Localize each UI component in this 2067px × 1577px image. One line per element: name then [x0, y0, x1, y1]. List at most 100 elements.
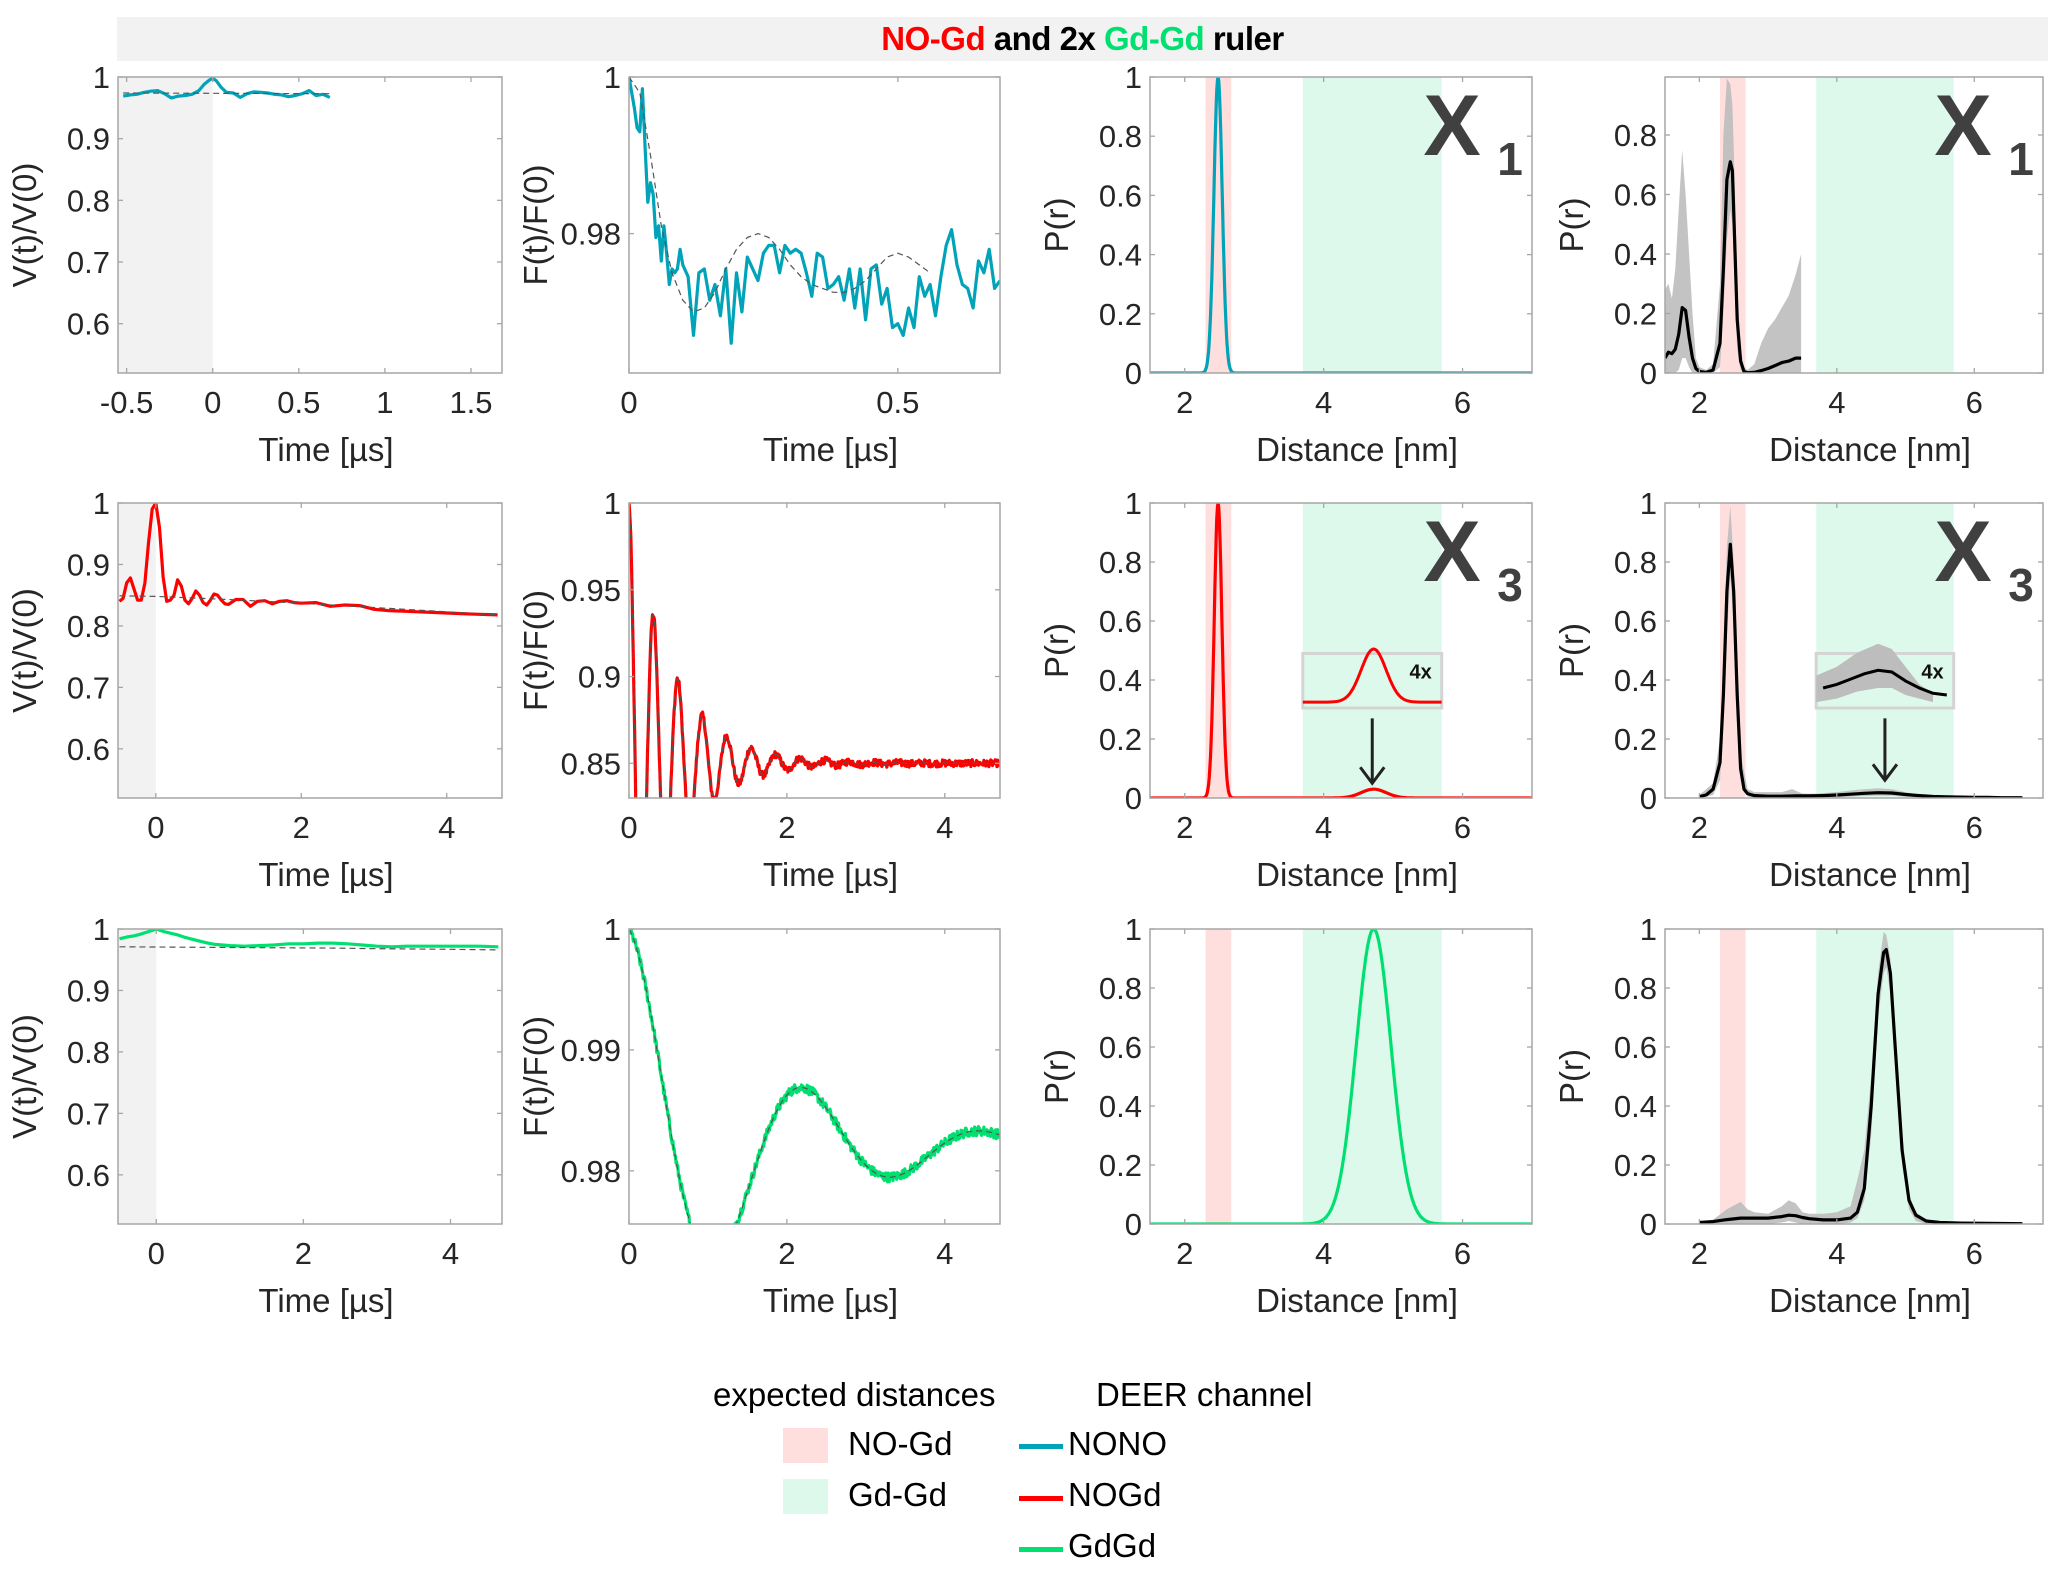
legend-header-channel: DEER channel: [1096, 1376, 1313, 1413]
x-tick-label: 2: [295, 1236, 312, 1271]
axes-box: [1664, 502, 2044, 799]
title-part-no-gd: NO-Gd: [881, 20, 986, 57]
legend-label-nogd: NOGd: [1068, 1476, 1162, 1513]
series-background: [123, 92, 330, 95]
x-tick-label: 2: [293, 810, 310, 845]
title-part-and: and 2x: [985, 20, 1104, 57]
y-tick-label: 0.2: [1099, 297, 1142, 332]
x-axis-label: Time [µs]: [258, 856, 393, 893]
y-tick-label: 0.6: [1099, 1030, 1142, 1065]
x-axis-label: Time [µs]: [763, 1282, 898, 1319]
plot-area: [118, 503, 498, 798]
y-axis-label: P(r): [1038, 1049, 1075, 1104]
inset-curve: [1302, 647, 1442, 704]
multiplicity-subscript: 3: [1497, 559, 1523, 611]
plot-area: 4x: [1150, 503, 1532, 798]
y-tick-label: 0.2: [1614, 722, 1657, 757]
y-tick-label: 0.98: [561, 217, 621, 252]
y-tick-label: 0.2: [1099, 1148, 1142, 1183]
y-tick-label: 0.4: [1099, 238, 1142, 273]
chart-panel-r3c3: 2 4 6 0 0.2 0.4 0.6 0.8 1 Distance [nm] P(r): [1038, 912, 1533, 1319]
y-tick-label: 0: [1125, 781, 1142, 816]
series-gdgd: [629, 929, 1000, 1224]
x-tick-label: 0: [620, 810, 637, 845]
y-tick-label: 0.6: [67, 732, 110, 767]
axes-box: [1149, 928, 1533, 1225]
y-axis-label: V(t)/V(0): [6, 588, 43, 713]
axes-box: [1664, 928, 2044, 1225]
y-axis-label: P(r): [1038, 623, 1075, 678]
y-tick-label: 0.6: [1099, 604, 1142, 639]
multiplicity-annotation: X: [1423, 78, 1480, 174]
x-tick-label: 2: [778, 1236, 795, 1271]
x-tick-label: 6: [1966, 1236, 1983, 1271]
y-axis-label: F(t)/F(0): [517, 165, 554, 286]
y-tick-label: 0.8: [1099, 119, 1142, 154]
series-gdgd: [119, 929, 499, 949]
y-tick-label: 0.9: [67, 973, 110, 1008]
y-tick-label: 0.8: [67, 609, 110, 644]
y-tick-label: 0.6: [1614, 178, 1657, 213]
x-tick-label: 0: [148, 1236, 165, 1271]
legend-label-no-gd: NO-Gd: [848, 1425, 953, 1462]
inset-magnification-label: 4x: [1409, 662, 1431, 684]
chart-panel-r2c2: 0 2 4 0.85 0.9 0.95 1 Time [µs] F(t)/F(0): [517, 486, 1001, 893]
legend-line-nogd: [1019, 1496, 1063, 1501]
x-axis-label: Distance [nm]: [1256, 431, 1458, 468]
x-tick-label: 4: [1828, 1236, 1845, 1271]
pretrigger-shade: [118, 503, 156, 798]
plot-area: [118, 929, 499, 1224]
plot-area: [629, 503, 1000, 798]
chart-panel-r1c1: -0.5 0 0.5 1 1.5 0.6 0.7 0.8 0.9 1 Time [µs] V(t)/V…: [6, 60, 503, 468]
x-axis-label: Distance [nm]: [1256, 1282, 1458, 1319]
y-tick-label: 1: [93, 912, 110, 947]
y-axis-label: V(t)/V(0): [6, 1014, 43, 1139]
series-fit: [629, 77, 931, 313]
y-tick-label: 0.4: [1614, 663, 1657, 698]
y-axis-label: P(r): [1553, 198, 1590, 253]
x-tick-label: 0: [620, 385, 637, 420]
x-tick-label: 0.5: [277, 385, 320, 420]
series-background: [119, 595, 498, 616]
legend-label-gd-gd: Gd-Gd: [848, 1476, 948, 1513]
x-tick-label: 4: [1315, 1236, 1332, 1271]
x-tick-label: 0: [147, 810, 164, 845]
axes-box: [117, 76, 503, 374]
x-tick-label: 2: [1176, 810, 1193, 845]
chart-panel-r3c4: 2 4 6 0 0.2 0.4 0.6 0.8 1 Distance [nm] P(r): [1553, 912, 2044, 1319]
y-tick-label: 1: [1125, 912, 1142, 947]
chart-panel-r2c1: 0 2 4 0.6 0.7 0.8 0.9 1 Time [µs] V(t)/V(0): [6, 486, 503, 893]
axes-box: [117, 928, 503, 1225]
y-tick-label: 1: [93, 486, 110, 521]
series-fit: [629, 929, 1000, 1224]
x-tick-label: 2: [1176, 1236, 1193, 1271]
x-tick-label: 4: [442, 1236, 459, 1271]
y-tick-label: 0.95: [561, 573, 621, 608]
y-tick-label: 1: [604, 60, 621, 95]
y-tick-label: 0.8: [1614, 545, 1657, 580]
series-background: [119, 946, 499, 951]
x-tick-label: 4: [438, 810, 455, 845]
title-part-ruler: ruler: [1204, 20, 1284, 57]
inset-box: [1301, 651, 1444, 710]
y-tick-label: 1: [1640, 486, 1657, 521]
inset-uncertainty: [1816, 643, 1933, 703]
x-tick-label: 4: [1315, 385, 1332, 420]
y-tick-label: 0.6: [1614, 604, 1657, 639]
y-tick-label: 0.8: [1099, 545, 1142, 580]
x-axis-label: Time [µs]: [763, 431, 898, 468]
multiplicity-annotation: X: [1934, 78, 1991, 174]
plot-area: [118, 77, 331, 373]
uncertainty-band: [1699, 932, 2023, 1224]
series-nono: [122, 77, 331, 100]
x-tick-label: 4: [1828, 810, 1845, 845]
legend-label-nono: NONO: [1068, 1425, 1167, 1462]
x-axis-label: Distance [nm]: [1256, 856, 1458, 893]
y-tick-label: 1: [1125, 486, 1142, 521]
y-tick-label: 0.8: [67, 1035, 110, 1070]
series-nono: [629, 77, 1000, 345]
expected-band-no-gd: [1205, 929, 1232, 1224]
x-tick-label: 1: [376, 385, 393, 420]
plot-area: [1665, 77, 1954, 373]
